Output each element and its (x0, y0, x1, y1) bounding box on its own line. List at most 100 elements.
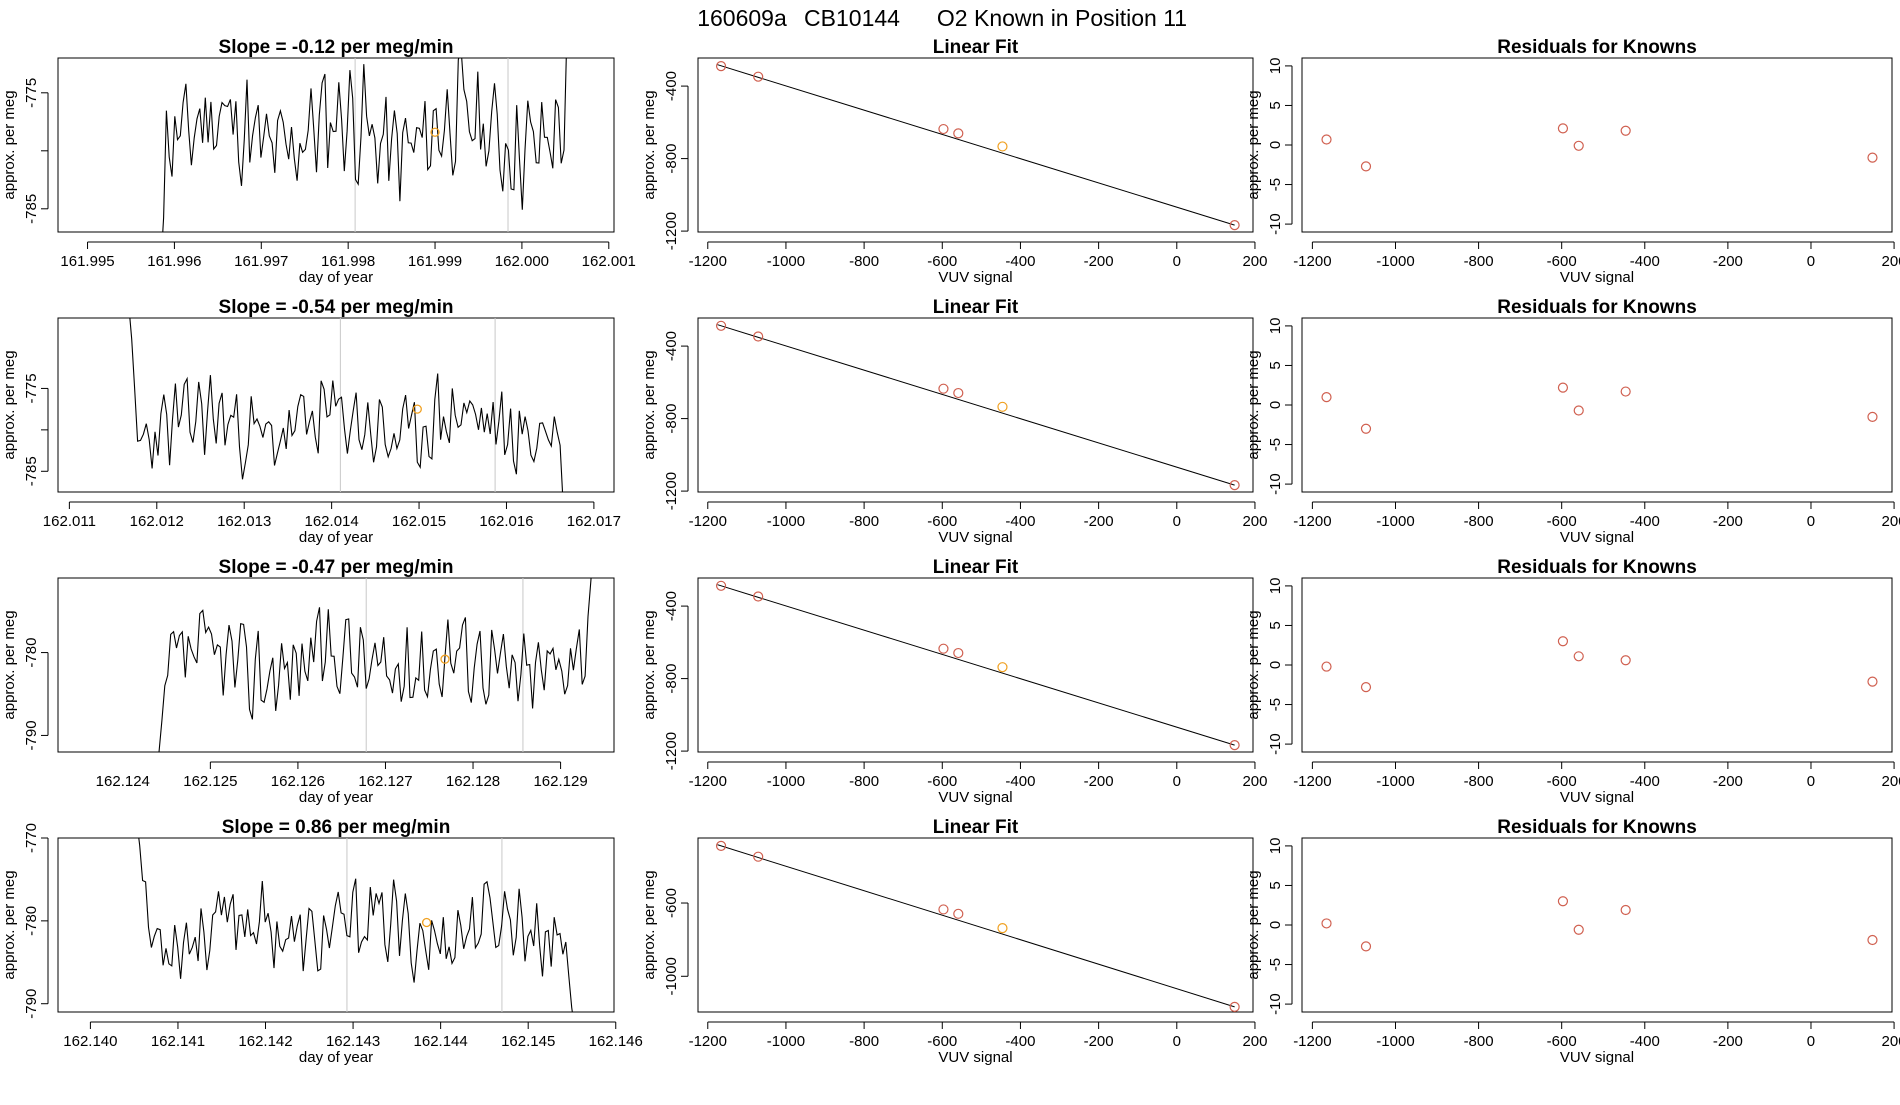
x-tick-label: 200 (1242, 513, 1267, 530)
panel-4: Slope = 0.86 per meg/min 162.140 162.141 16… (1, 817, 643, 1066)
x-axis-label: VUV signal (1560, 269, 1634, 286)
x-tick-label: -200 (1084, 1033, 1114, 1050)
x-tick-label: -600 (1547, 773, 1577, 790)
y-tick-label: 5 (1267, 361, 1284, 369)
y-tick-label: 10 (1267, 318, 1284, 335)
y-tick-label: -400 (663, 591, 680, 621)
time-series-line (162, 58, 567, 232)
data-point (1620, 125, 1631, 136)
y-tick-label: -10 (1267, 993, 1284, 1015)
y-axis-label: approx. per meg (1, 90, 18, 199)
plot-area (129, 318, 564, 492)
x-tick-label: -800 (849, 1033, 879, 1050)
y-tick-label: 10 (1267, 578, 1284, 595)
y-tick-label: 5 (1267, 881, 1284, 889)
plot-frame (57, 577, 615, 753)
x-axis-label: day of year (299, 269, 373, 286)
panel-title: Residuals for Knowns (1497, 817, 1697, 838)
data-point (1620, 386, 1631, 397)
data-point (715, 320, 727, 331)
data-point (1360, 941, 1372, 952)
y-tick-label: 0 (1267, 401, 1284, 409)
x-tick-label: -800 (1464, 1033, 1494, 1050)
y-tick-label: -780 (23, 906, 40, 936)
data-point (753, 71, 764, 82)
x-tick-label: 200 (1882, 253, 1900, 270)
figure-title-run: 160609a (697, 5, 787, 31)
x-tick-label: 0 (1173, 253, 1181, 270)
data-point (753, 851, 764, 862)
y-tick-label: -5 (1267, 178, 1284, 191)
data-point (1573, 924, 1584, 935)
x-tick-label: 0 (1173, 1033, 1181, 1050)
plot-area (158, 578, 592, 752)
x-tick-label: -600 (1547, 253, 1577, 270)
plot-area (715, 840, 1240, 1012)
x-tick-label: 200 (1882, 773, 1900, 790)
x-tick-label: -1000 (1376, 253, 1414, 270)
data-point (753, 331, 764, 342)
y-tick-label: -800 (663, 664, 680, 694)
x-axis-label: VUV signal (1560, 1049, 1634, 1066)
panel-8: Linear Fit -1200 -1000 -800 -600 -400 -200 0 200… (641, 817, 1267, 1066)
panel-title: Slope = -0.12 per meg/min (219, 37, 454, 58)
x-tick-label: -800 (1464, 513, 1494, 530)
figure-title-tank: CB10144 (804, 5, 900, 31)
x-tick-label: 161.996 (147, 253, 201, 270)
data-point (1321, 134, 1332, 145)
highlight-point (440, 654, 450, 664)
data-point (1867, 934, 1878, 946)
x-tick-label: 162.126 (271, 773, 325, 790)
y-tick-label: -5 (1267, 698, 1284, 711)
panel-title: Linear Fit (933, 817, 1019, 838)
plot-area (715, 580, 1240, 751)
x-tick-label: 162.144 (414, 1033, 468, 1050)
x-axis-label: VUV signal (1560, 789, 1634, 806)
x-tick-label: 162.127 (358, 773, 412, 790)
x-tick-label: -600 (927, 1033, 957, 1050)
data-point (1620, 655, 1631, 666)
panel-7: Linear Fit -1200 -1000 -800 -600 -400 -200 0 200… (641, 557, 1267, 806)
fit-line (717, 64, 1235, 226)
plot-area (1321, 896, 1878, 952)
y-tick-label: -790 (23, 720, 40, 750)
x-tick-label: -400 (1005, 253, 1035, 270)
plot-area (715, 61, 1240, 231)
x-tick-label: 0 (1807, 513, 1815, 530)
panel-2: Slope = -0.54 per meg/min 162.011 162.012 1… (1, 297, 621, 546)
x-tick-label: 200 (1242, 773, 1267, 790)
y-tick-label: 10 (1267, 838, 1284, 855)
y-tick-label: -10 (1267, 473, 1284, 495)
x-tick-label: -400 (1630, 253, 1660, 270)
data-point (953, 908, 964, 919)
data-point (1867, 676, 1878, 687)
x-tick-label: 162.015 (392, 513, 446, 530)
y-tick-label: 5 (1267, 101, 1284, 109)
y-axis-label: approx. per meg (1, 870, 18, 979)
x-tick-label: 162.146 (589, 1033, 643, 1050)
figure-title-position: O2 Known in Position 11 (937, 5, 1187, 31)
x-tick-label: -600 (927, 253, 957, 270)
panel-9: Residuals for Knowns-1200 -1000 -800 -600 -4… (1245, 37, 1900, 286)
y-tick-label: -1200 (663, 212, 680, 250)
data-point (1229, 1001, 1240, 1012)
panel-title: Slope = -0.54 per meg/min (219, 297, 454, 318)
fit-line (717, 584, 1235, 746)
x-tick-label: -800 (1464, 253, 1494, 270)
x-tick-label: -600 (927, 513, 957, 530)
x-tick-label: -200 (1084, 253, 1114, 270)
x-tick-label: -800 (849, 513, 879, 530)
x-tick-label: 162.143 (326, 1033, 380, 1050)
data-point (997, 662, 1008, 673)
x-tick-label: 162.001 (582, 253, 636, 270)
plot-frame (1301, 317, 1893, 493)
y-tick-label: 10 (1267, 58, 1284, 75)
panel-title: Residuals for Knowns (1497, 557, 1697, 578)
data-point (1557, 896, 1569, 907)
data-point (715, 61, 727, 72)
x-axis-label: VUV signal (938, 789, 1012, 806)
y-tick-label: -790 (23, 989, 40, 1019)
plot-area (715, 320, 1240, 491)
x-tick-label: -1000 (767, 1033, 805, 1050)
data-point (1360, 423, 1372, 434)
